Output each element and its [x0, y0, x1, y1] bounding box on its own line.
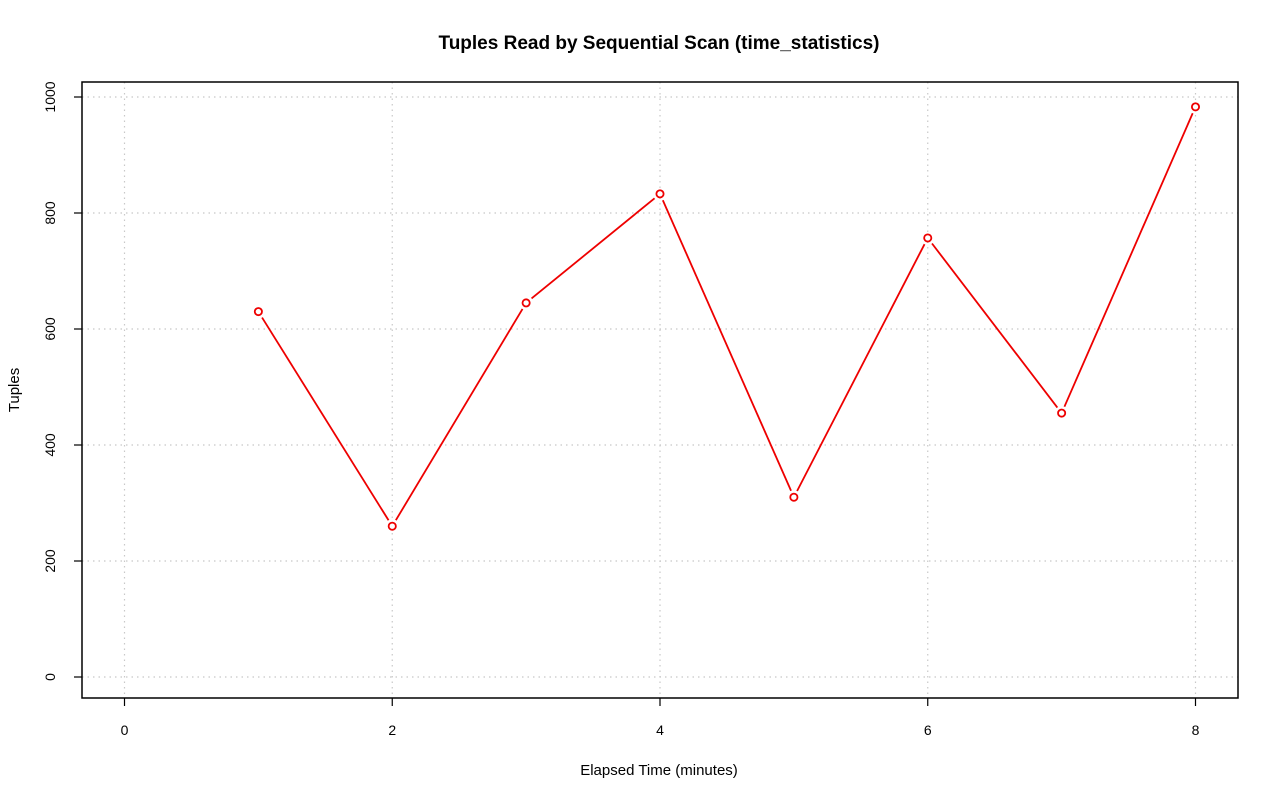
y-axis-label: Tuples: [6, 368, 23, 412]
series-line-segment: [796, 243, 926, 492]
data-point: [655, 189, 665, 199]
data-point: [253, 307, 263, 317]
y-tick-label: 1000: [42, 81, 58, 112]
data-point: [789, 492, 799, 502]
x-axis-label: Elapsed Time (minutes): [580, 762, 738, 779]
series-layer: [253, 102, 1201, 531]
series-line-segment: [395, 308, 524, 521]
series-line-segment: [662, 199, 792, 492]
y-tick-label: 600: [42, 317, 58, 341]
y-tick-label: 800: [42, 201, 58, 225]
data-point: [1057, 408, 1067, 418]
x-tick-label: 4: [656, 722, 664, 738]
series-line-segment: [931, 242, 1059, 409]
x-tick-label: 0: [121, 722, 129, 738]
data-point: [521, 298, 531, 308]
axes: 0 2 4 6 8 0 200 400 600 800 1000: [42, 81, 1200, 738]
x-tick-label: 8: [1192, 722, 1200, 738]
plot-area-border: [81, 81, 1239, 699]
y-tick-label: 200: [42, 549, 58, 573]
grid: [82, 82, 1238, 698]
series-line-segment: [530, 197, 656, 300]
y-tick-label: 0: [42, 673, 58, 681]
x-tick-label: 6: [924, 722, 932, 738]
data-point: [387, 521, 397, 531]
x-tick-label: 2: [388, 722, 396, 738]
y-tick-label: 400: [42, 433, 58, 457]
chart-title: Tuples Read by Sequential Scan (time_sta…: [439, 33, 880, 54]
data-point: [1191, 102, 1201, 112]
series-line-segment: [1063, 112, 1194, 408]
series-line-segment: [261, 317, 390, 521]
data-point: [923, 233, 933, 243]
